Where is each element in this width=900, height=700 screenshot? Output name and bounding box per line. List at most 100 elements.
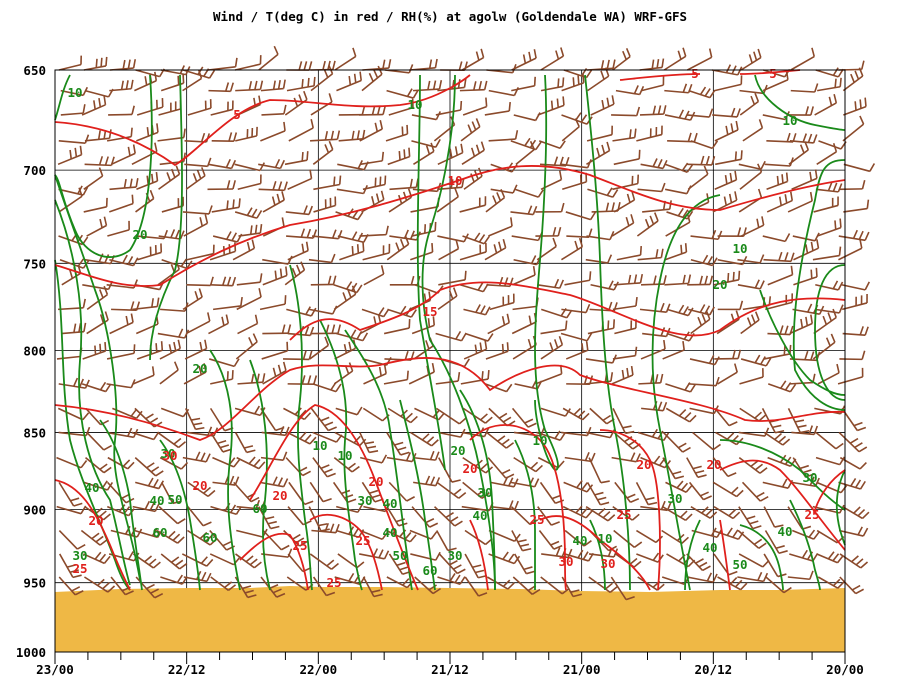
- barb-feather: [104, 156, 109, 166]
- barb-feather: [185, 66, 191, 75]
- barb-feather: [309, 169, 313, 179]
- barb-feather: [682, 446, 691, 453]
- barb-feather: [323, 68, 329, 78]
- wind-barb: [612, 505, 640, 521]
- barb-feather: [222, 276, 227, 286]
- barb-shaft: [210, 505, 237, 516]
- barb-shaft: [433, 506, 456, 527]
- barb-feather: [577, 75, 580, 85]
- barb-feather: [487, 333, 494, 342]
- barb-shaft: [209, 358, 235, 368]
- barb-shaft: [258, 506, 272, 529]
- wind-barb: [460, 118, 481, 142]
- barb-shaft: [812, 254, 840, 261]
- barb-shaft: [186, 252, 214, 261]
- barb-shaft: [817, 226, 842, 237]
- barb-shaft: [635, 481, 649, 505]
- wind-barb: [436, 530, 457, 552]
- barb-feather: [727, 272, 730, 283]
- barb-feather: [528, 51, 532, 61]
- barb-feather: [527, 422, 537, 428]
- barb-feather: [410, 415, 418, 424]
- barb-shaft: [488, 225, 513, 237]
- wind-barb: [83, 551, 111, 565]
- wind-barb: [410, 551, 441, 561]
- barb-shaft: [738, 506, 754, 530]
- barb-feather: [395, 242, 400, 252]
- barb-feather: [299, 409, 307, 418]
- barb-feather: [804, 350, 809, 360]
- barb-feather: [150, 588, 159, 594]
- barb-feather: [449, 148, 453, 158]
- barb-feather: [177, 518, 186, 525]
- wind-barb: [614, 319, 637, 335]
- barb-feather: [154, 502, 160, 512]
- barb-shaft: [438, 248, 459, 261]
- barb-feather: [723, 196, 728, 206]
- barb-feather: [864, 326, 869, 336]
- wind-barb: [309, 553, 339, 570]
- barb-feather: [431, 243, 434, 253]
- barb-feather: [467, 124, 473, 134]
- wind-barb: [287, 506, 312, 526]
- barb-feather: [645, 496, 655, 501]
- barb-feather: [103, 216, 108, 226]
- wind-barb: [611, 106, 641, 117]
- barb-feather: [404, 350, 409, 361]
- wind-barb: [438, 270, 467, 286]
- temperature-label: 20: [272, 488, 287, 503]
- barb-feather: [558, 335, 564, 345]
- barb-shaft: [688, 481, 705, 501]
- barb-shaft: [813, 204, 839, 213]
- barb-shaft: [237, 381, 263, 385]
- barb-shaft: [535, 373, 562, 385]
- barb-feather: [78, 187, 83, 197]
- barb-shaft: [561, 82, 584, 92]
- barb-shaft: [137, 251, 162, 261]
- wind-barb: [611, 452, 641, 463]
- barb-feather: [118, 504, 126, 513]
- barb-shaft: [686, 457, 699, 478]
- wind-barb: [841, 281, 871, 291]
- barb-shaft: [58, 576, 76, 596]
- barb-shaft: [187, 107, 212, 116]
- barb-feather: [203, 363, 207, 373]
- barb-shaft: [359, 553, 385, 560]
- barb-feather: [105, 383, 112, 392]
- wind-barb: [183, 363, 207, 385]
- barb-feather: [703, 165, 709, 175]
- barb-feather: [480, 141, 485, 151]
- barb-shaft: [185, 408, 197, 430]
- barb-feather: [186, 260, 193, 269]
- barb-feather: [608, 545, 617, 552]
- wind-barb: [788, 141, 810, 165]
- rh-label: 10: [407, 97, 422, 112]
- wind-barb: [638, 373, 664, 385]
- barb-feather: [652, 552, 660, 561]
- wind-barb: [842, 67, 864, 92]
- wind-barb: [213, 296, 243, 311]
- barb-shaft: [183, 576, 208, 583]
- barb-shaft: [762, 235, 786, 243]
- barb-shaft: [484, 383, 507, 393]
- barb-feather: [78, 323, 82, 333]
- wind-barb: [410, 197, 440, 213]
- barb-shaft: [843, 207, 868, 213]
- barb-feather: [633, 274, 638, 284]
- barb-shaft: [310, 407, 329, 432]
- barb-feather: [84, 379, 90, 389]
- barb-feather: [854, 70, 860, 80]
- wind-barb: [540, 47, 565, 71]
- rh-contour: [209, 349, 241, 591]
- barb-feather: [732, 349, 736, 359]
- wind-barb: [360, 151, 385, 166]
- wind-barb: [107, 220, 130, 237]
- barb-feather: [498, 412, 508, 419]
- temperature-label: 15: [422, 304, 437, 319]
- wind-barb: [561, 237, 584, 261]
- x-axis-ticks: 23/00 22/12 22/00 21/12 21/00 20/12 20/00: [36, 652, 864, 677]
- wind-barb: [208, 314, 230, 335]
- wind-barb: [461, 141, 485, 165]
- wind-barb: [687, 155, 716, 166]
- wind-barb: [286, 76, 316, 92]
